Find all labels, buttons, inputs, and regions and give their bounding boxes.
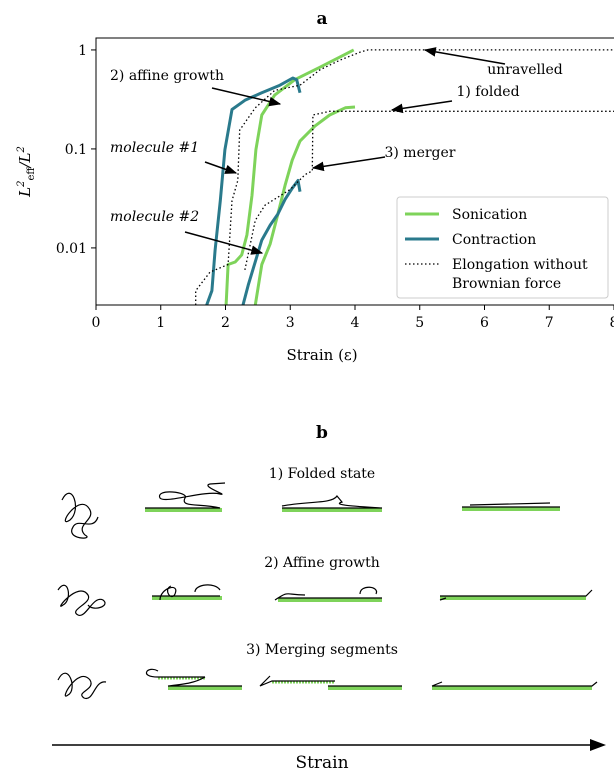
legend-line: Elongation without: [452, 257, 588, 273]
x-tick-label: 5: [415, 315, 424, 331]
annotation: molecule #2: [110, 209, 199, 225]
axes-frame: [95, 37, 614, 306]
legend-line: Brownian force: [452, 276, 561, 292]
x-tick-label: 1: [156, 315, 165, 331]
annotation-arrow: [423, 47, 506, 65]
annotation-arrow: [204, 161, 238, 174]
y-label-part: /L: [16, 152, 34, 169]
row-label: 1) Folded state: [269, 466, 375, 482]
annotation: 3) merger: [384, 145, 455, 161]
x-tick-label: 3: [286, 315, 295, 331]
x-tick-label: 8: [610, 315, 614, 331]
arrow-head: [590, 739, 606, 751]
series-line: [195, 49, 614, 305]
annotation: unravelled: [487, 62, 563, 78]
y-label-part: 2: [16, 181, 27, 188]
annotation: 1) folded: [456, 84, 519, 100]
annotation: 2) affine growth: [110, 68, 224, 84]
y-label-part: eff: [26, 167, 37, 181]
y-label-part: 2: [16, 146, 27, 153]
x-axis-label: Strain (ε): [286, 346, 357, 364]
annotation-arrow: [211, 87, 282, 107]
y-tick-label: 1: [78, 43, 87, 59]
x-tick-label: 6: [480, 315, 489, 331]
x-tick-label: 4: [351, 315, 360, 331]
panel-b: b 1) Folded state 2) Affine growth 3) Me…: [52, 423, 606, 770]
x-tick-label: 0: [92, 315, 101, 331]
legend-label: Contraction: [452, 232, 536, 248]
legend-label: Elongation without Brownian force: [452, 257, 588, 292]
legend-box: [396, 196, 609, 299]
panel-title: b: [316, 423, 328, 443]
legend-line: Contraction: [452, 232, 536, 248]
row-label: 3) Merging segments: [246, 642, 398, 658]
chart-title: a: [316, 9, 327, 29]
annotation-arrow: [311, 156, 386, 172]
row-label: 2) Affine growth: [264, 555, 380, 571]
series-line: [224, 48, 356, 305]
y-axis-label: L2eff/L2: [16, 146, 37, 198]
y-tick-label: 0.1: [65, 142, 87, 158]
plot-area: [195, 48, 614, 305]
legend-label: Sonication: [452, 207, 527, 223]
y-label-part: L: [16, 187, 34, 198]
x-tick-label: 2: [221, 315, 230, 331]
y-tick-label: 0.01: [56, 241, 87, 257]
axis-label: Strain: [295, 753, 348, 770]
annotation-arrow: [184, 231, 264, 255]
x-tick-label: 7: [545, 315, 554, 331]
annotation: molecule #1: [110, 140, 199, 156]
molecule-drawings: [57, 482, 598, 699]
legend-line: Sonication: [452, 207, 527, 223]
annotation-arrow: [390, 100, 453, 114]
